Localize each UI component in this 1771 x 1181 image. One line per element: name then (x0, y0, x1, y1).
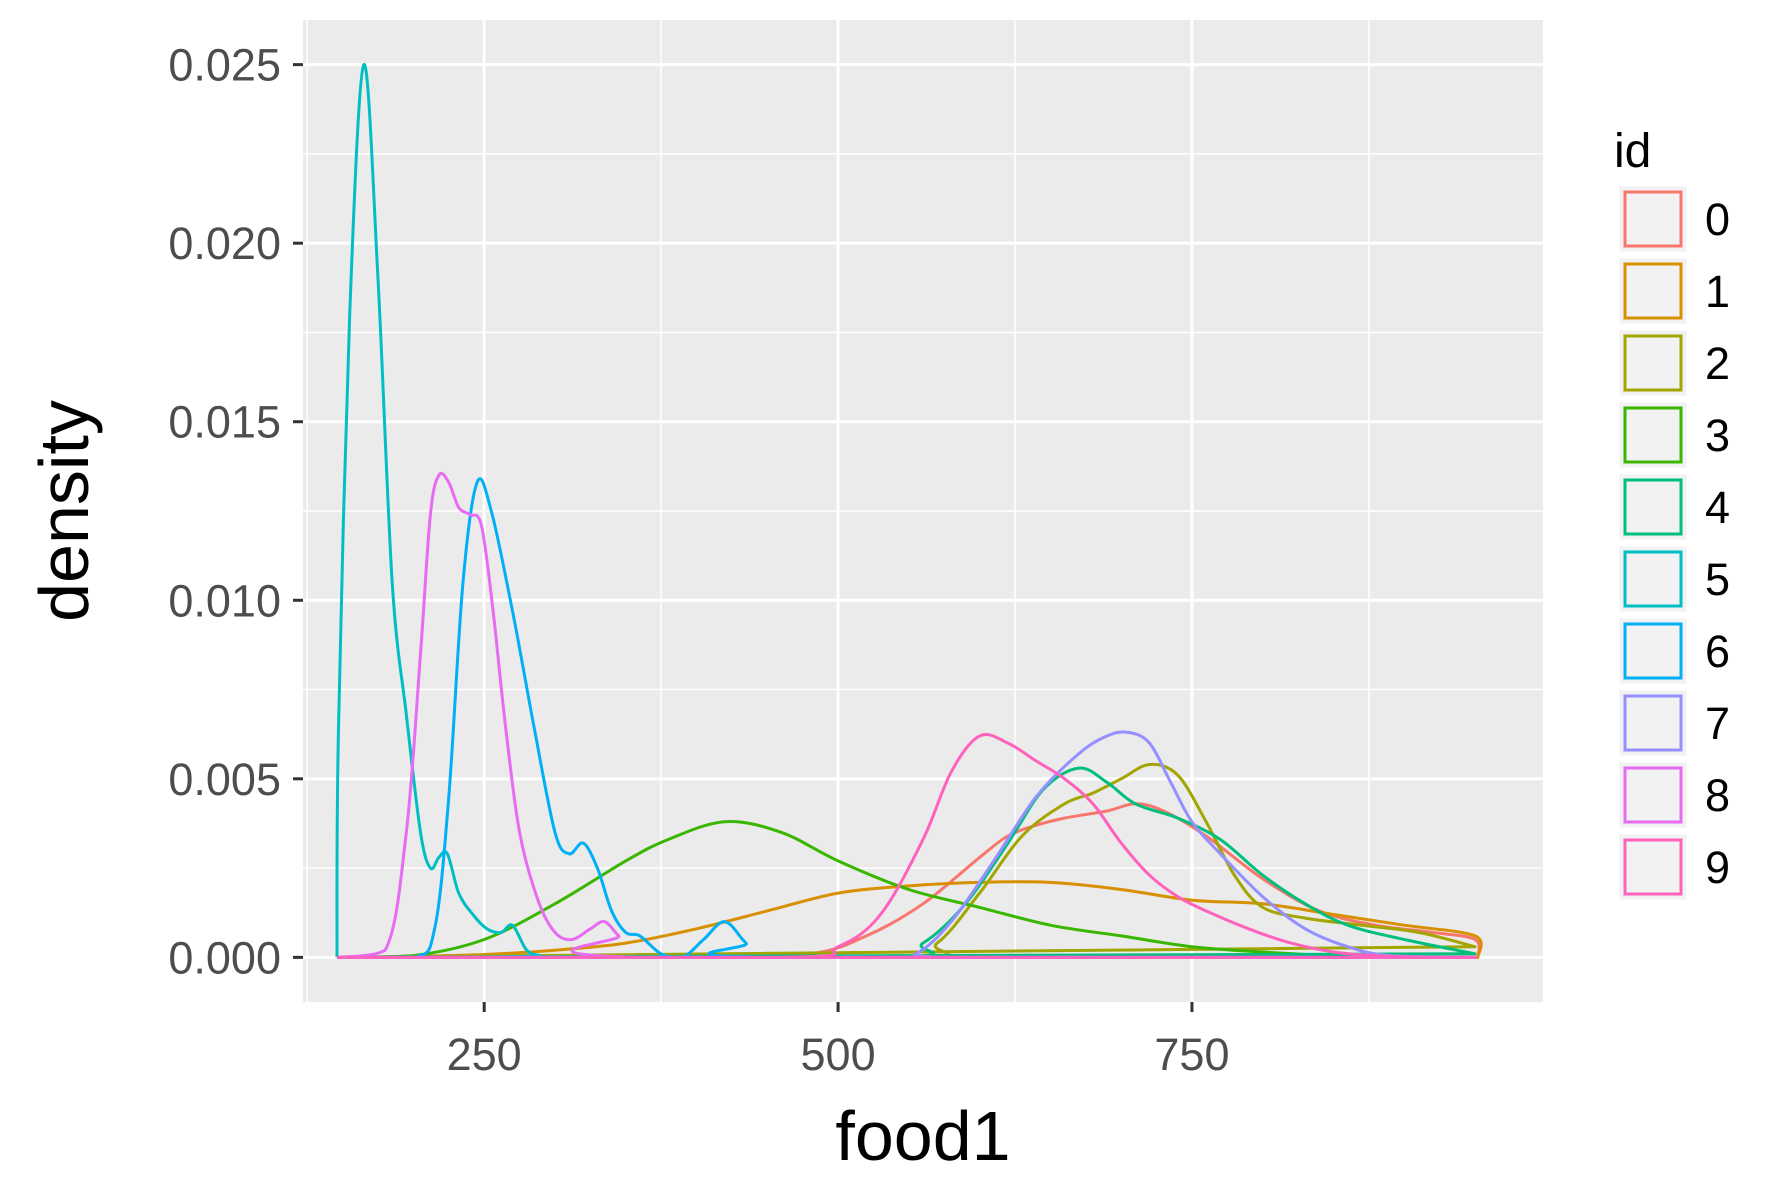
legend-key-bg (1618, 473, 1688, 541)
legend-label-4: 4 (1705, 482, 1730, 533)
legend-label-5: 5 (1705, 554, 1730, 605)
x-tick-label: 250 (447, 1029, 522, 1080)
legend-key-2 (1623, 334, 1683, 392)
x-tick-labels: 250 500 750 (447, 1029, 1230, 1080)
y-tick-label: 0.005 (168, 754, 281, 805)
density-line-9 (336, 732, 1477, 959)
x-axis-title: food1 (835, 1097, 1010, 1175)
density-lines (335, 63, 1483, 959)
legend-label-0: 0 (1705, 194, 1730, 245)
y-axis-title: density (25, 400, 103, 622)
legend-key-bg (1618, 545, 1688, 613)
y-tick-label: 0.000 (168, 932, 281, 983)
legend: id 0 1 2 3 4 5 6 7 8 9 (1614, 125, 1730, 901)
legend-key-1 (1623, 262, 1683, 320)
legend-key-bg (1618, 257, 1688, 325)
legend-label-3: 3 (1705, 410, 1730, 461)
legend-key-bg (1618, 329, 1688, 397)
legend-key-bg (1618, 401, 1688, 469)
axis-ticks (293, 63, 1194, 1012)
density-line-1 (336, 880, 1483, 959)
x-tick-label: 750 (1154, 1029, 1229, 1080)
legend-key-bg (1618, 761, 1688, 829)
legend-label-2: 2 (1705, 338, 1730, 389)
legend-label-7: 7 (1705, 698, 1730, 749)
legend-label-9: 9 (1705, 842, 1730, 893)
legend-title: id (1614, 125, 1651, 178)
legend-key-4 (1623, 478, 1683, 536)
legend-key-9 (1623, 838, 1683, 896)
legend-key-7 (1623, 694, 1683, 752)
legend-label-1: 1 (1705, 266, 1730, 317)
grid-minor (303, 20, 1543, 1002)
y-tick-label: 0.015 (168, 397, 281, 448)
y-tick-label: 0.010 (168, 575, 281, 626)
y-tick-label: 0.025 (168, 40, 281, 91)
legend-key-bg (1618, 617, 1688, 685)
legend-key-0 (1623, 190, 1683, 248)
density-line-8 (336, 471, 1477, 959)
legend-label-6: 6 (1705, 626, 1730, 677)
legend-key-bg (1618, 185, 1688, 253)
legend-key-bg (1618, 833, 1688, 901)
legend-key-3 (1623, 406, 1683, 464)
grid-major (303, 20, 1543, 1002)
y-tick-label: 0.020 (168, 218, 281, 269)
legend-key-bg (1618, 689, 1688, 757)
x-tick-label: 500 (801, 1029, 876, 1080)
legend-key-5 (1623, 550, 1683, 608)
y-tick-labels: 0.000 0.005 0.010 0.015 0.020 0.025 (168, 40, 281, 984)
density-line-6 (336, 477, 1477, 959)
legend-label-8: 8 (1705, 770, 1730, 821)
legend-key-8 (1623, 766, 1683, 824)
legend-key-6 (1623, 622, 1683, 680)
